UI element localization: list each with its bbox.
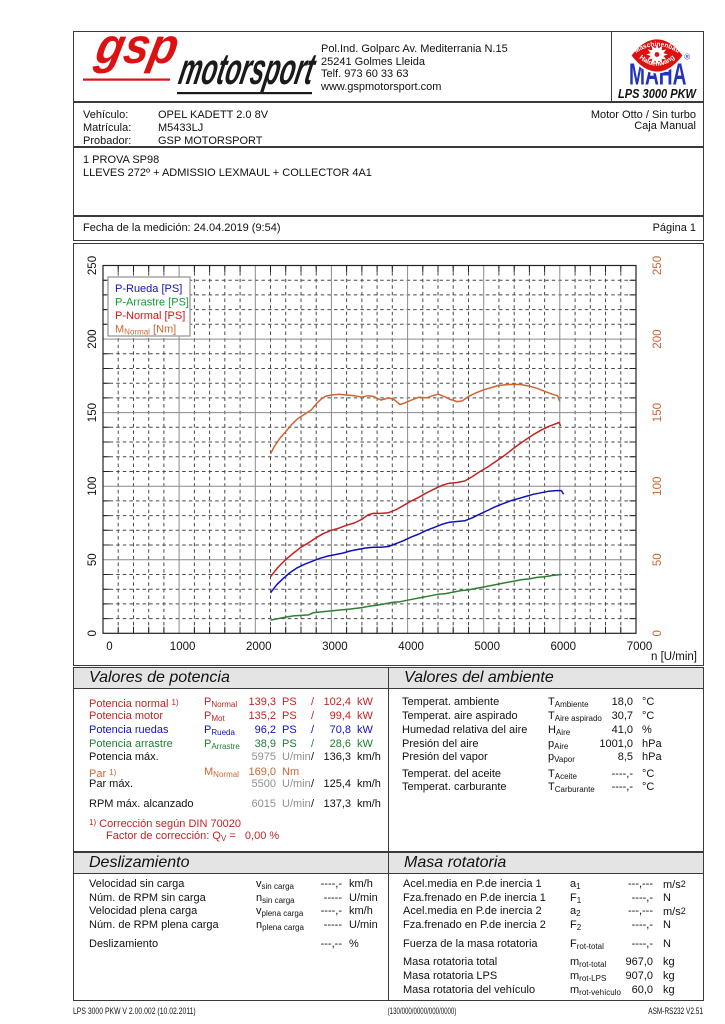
svg-text:®: ® [684, 53, 690, 62]
svg-text:5000: 5000 [474, 641, 500, 653]
svg-text:250: 250 [652, 256, 664, 275]
svg-text:LPS 3000 PKW: LPS 3000 PKW [618, 86, 697, 101]
svg-text:P-Rueda [PS]: P-Rueda [PS] [115, 283, 182, 295]
svg-text:4000: 4000 [398, 641, 424, 653]
svg-text:3000: 3000 [322, 641, 348, 653]
svg-text:0: 0 [652, 630, 664, 636]
svg-text:200: 200 [87, 330, 99, 349]
svg-text:0: 0 [106, 641, 112, 653]
svg-text:250: 250 [87, 256, 99, 275]
svg-text:150: 150 [652, 403, 664, 422]
svg-text:50: 50 [652, 553, 664, 566]
svg-text:100: 100 [87, 477, 99, 496]
svg-text:6000: 6000 [551, 641, 577, 653]
svg-text:P-Normal [PS]: P-Normal [PS] [115, 310, 185, 322]
svg-text:7000: 7000 [627, 641, 653, 653]
svg-text:200: 200 [652, 330, 664, 349]
svg-text:MNormal [Nm]: MNormal [Nm] [115, 324, 176, 337]
svg-text:n [U/min]: n [U/min] [651, 651, 697, 663]
svg-text:0: 0 [87, 630, 99, 636]
svg-text:2000: 2000 [246, 641, 272, 653]
svg-text:50: 50 [87, 553, 99, 566]
svg-text:1000: 1000 [170, 641, 196, 653]
svg-text:100: 100 [652, 477, 664, 496]
svg-text:gsp: gsp [90, 32, 184, 74]
svg-text:motorsport: motorsport [175, 45, 321, 93]
svg-text:150: 150 [87, 403, 99, 422]
svg-text:P-Arrastre [PS]: P-Arrastre [PS] [115, 297, 189, 309]
